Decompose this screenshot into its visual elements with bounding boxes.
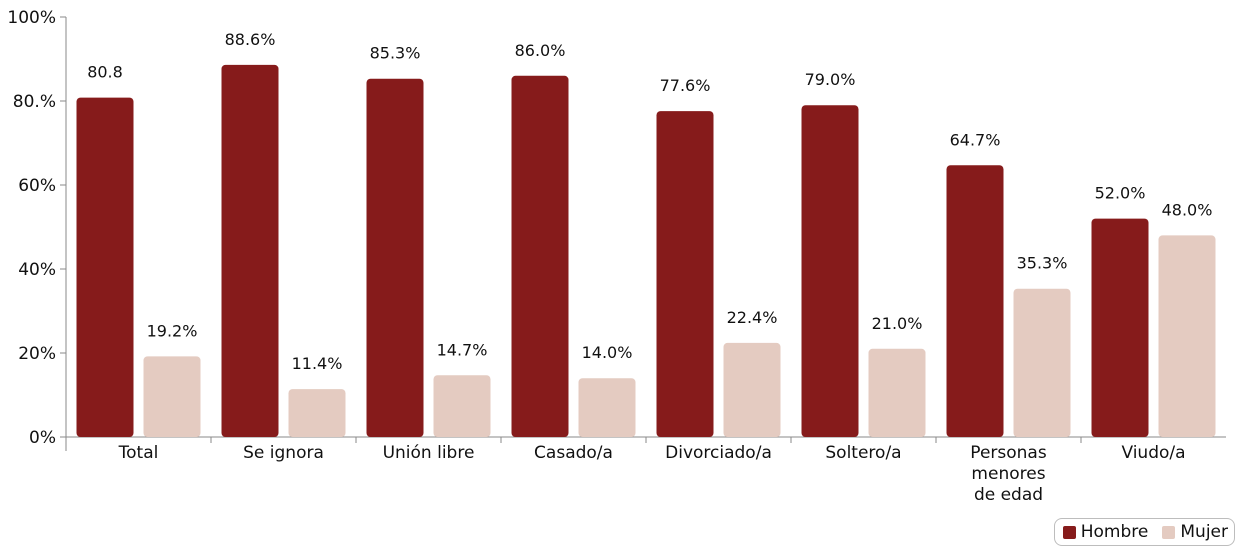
- bar-mujer-4: [723, 342, 781, 437]
- bar-hombre-1: [221, 64, 279, 437]
- x-tick-label-line: Unión libre: [383, 443, 475, 463]
- legend-label-mujer: Mujer: [1180, 522, 1228, 542]
- bar-mujer-7: [1158, 235, 1216, 437]
- x-tick-label-line: Casado/a: [534, 443, 613, 463]
- x-tick-label: Soltero/a: [825, 443, 901, 463]
- bar-hombre-5: [801, 105, 859, 437]
- x-tick-label: Casado/a: [534, 443, 613, 463]
- bar-hombre-7: [1091, 218, 1149, 437]
- legend-swatch-hombre: [1062, 525, 1076, 539]
- data-label-hombre-3: 86.0%: [515, 41, 566, 60]
- chart-legend: Hombre Mujer: [1053, 518, 1235, 546]
- y-tick-label: 0%: [29, 428, 56, 448]
- bar-mujer-5: [868, 348, 926, 437]
- chart-data-labels: 80.8 19.2% 88.6% 11.4% 85.3% 14.7% 86.0% 14.0% 7…: [87, 30, 1212, 373]
- x-tick-label: Unión libre: [383, 443, 475, 463]
- x-tick-label: Personas menores de edad: [970, 443, 1047, 505]
- x-tick-label: Divorciado/a: [665, 443, 772, 463]
- data-label-mujer-1: 11.4%: [292, 354, 343, 373]
- data-label-mujer-6: 35.3%: [1017, 254, 1068, 273]
- legend-label-hombre: Hombre: [1080, 522, 1149, 542]
- y-tick-label: 60%: [18, 176, 56, 196]
- data-label-hombre-7: 52.0%: [1095, 184, 1146, 203]
- bar-mujer-2: [433, 375, 491, 437]
- data-label-hombre-1: 88.6%: [225, 30, 276, 49]
- bar-mujer-1: [288, 389, 346, 437]
- bar-hombre-0: [76, 97, 134, 437]
- chart-x-ticks: Total Se ignora Unión libre Casado/a Divorci…: [118, 443, 1186, 505]
- bar-mujer-6: [1013, 288, 1071, 437]
- data-label-mujer-4: 22.4%: [727, 308, 778, 327]
- bar-hombre-6: [946, 165, 1004, 437]
- x-tick-label-line: Total: [118, 443, 159, 463]
- bar-hombre-3: [511, 75, 569, 438]
- x-tick-label-line: Divorciado/a: [665, 443, 772, 463]
- y-tick-label: 20%: [18, 344, 56, 364]
- data-label-hombre-0: 80.8: [87, 63, 123, 82]
- bar-hombre-2: [366, 78, 424, 438]
- x-tick-label-line: de edad: [974, 485, 1043, 505]
- x-tick-label: Se ignora: [243, 443, 324, 463]
- x-tick-label-line: Personas: [970, 443, 1047, 463]
- data-label-hombre-5: 79.0%: [805, 70, 856, 89]
- data-label-mujer-5: 21.0%: [872, 314, 923, 333]
- bar-mujer-3: [578, 378, 636, 437]
- legend-item-hombre: Hombre: [1062, 522, 1149, 542]
- data-label-hombre-6: 64.7%: [950, 130, 1001, 149]
- data-label-mujer-0: 19.2%: [147, 321, 198, 340]
- x-tick-label: Total: [118, 443, 159, 463]
- chart-y-ticks: 0% 20% 40% 60% 80.% 100%: [7, 8, 66, 448]
- x-tick-label-line: Se ignora: [243, 443, 324, 463]
- y-tick-label: 40%: [18, 260, 56, 280]
- x-tick-label-line: Viudo/a: [1121, 443, 1185, 463]
- x-tick-label-line: Soltero/a: [825, 443, 901, 463]
- data-label-hombre-4: 77.6%: [660, 76, 711, 95]
- y-tick-label: 100%: [7, 8, 56, 28]
- legend-item-mujer: Mujer: [1162, 522, 1228, 542]
- bar-mujer-0: [143, 356, 201, 437]
- chart-bars: [76, 64, 1216, 438]
- data-label-hombre-2: 85.3%: [370, 44, 421, 63]
- data-label-mujer-3: 14.0%: [582, 343, 633, 362]
- data-label-mujer-7: 48.0%: [1162, 200, 1213, 219]
- data-label-mujer-2: 14.7%: [437, 340, 488, 359]
- bar-hombre-4: [656, 111, 714, 437]
- x-tick-label-line: menores: [971, 464, 1045, 484]
- legend-swatch-mujer: [1162, 525, 1176, 539]
- y-tick-label: 80.%: [13, 92, 56, 112]
- x-tick-label: Viudo/a: [1121, 443, 1185, 463]
